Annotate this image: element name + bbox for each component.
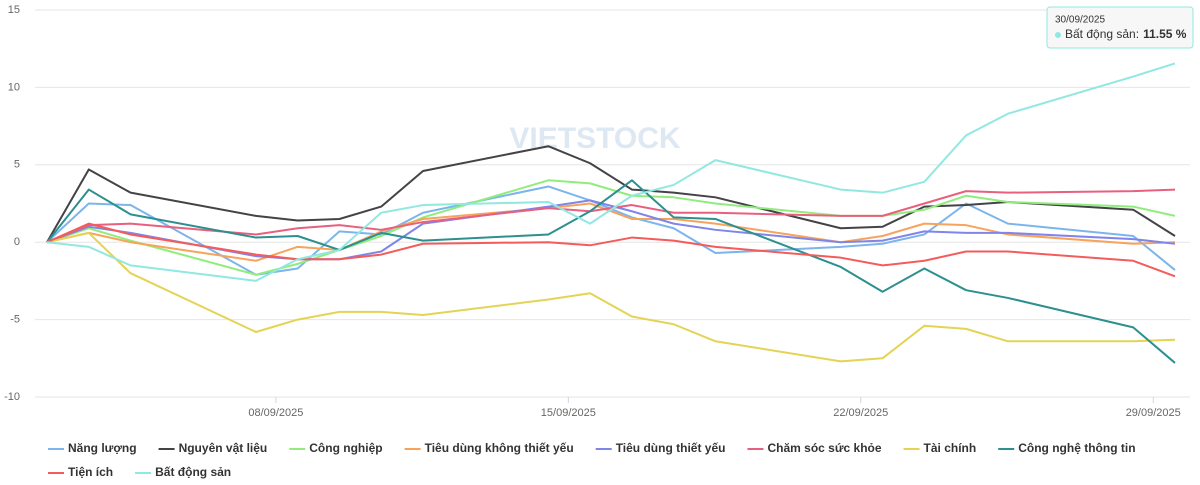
y-tick-label: 5 bbox=[14, 159, 20, 171]
x-tick-label: 15/09/2025 bbox=[541, 407, 596, 419]
legend-label: Tiêu dùng thiết yếu bbox=[616, 441, 726, 455]
legend-item[interactable]: Tiêu dùng thiết yếu bbox=[595, 441, 726, 455]
series-line bbox=[46, 145, 1176, 243]
legend-item[interactable]: Tài chính bbox=[903, 441, 977, 455]
x-tick-label: 22/09/2025 bbox=[833, 407, 888, 419]
legend-label: Tài chính bbox=[924, 441, 977, 455]
y-tick-label: -5 bbox=[10, 314, 20, 326]
y-tick-label: 15 bbox=[8, 4, 20, 16]
series-line bbox=[46, 202, 1176, 262]
tooltip-title: 30/09/2025 bbox=[1055, 15, 1105, 26]
legend-label: Công nghiệp bbox=[309, 441, 382, 455]
series-line bbox=[46, 179, 1176, 276]
series-line bbox=[46, 222, 1176, 278]
watermark: VIETSTOCK bbox=[509, 122, 680, 155]
legend-item[interactable]: Công nghệ thông tin bbox=[998, 441, 1136, 455]
legend-item[interactable]: Nguyên vật liệu bbox=[158, 441, 268, 455]
tooltip-value: 11.55 % bbox=[1143, 27, 1187, 41]
legend-label: Nguyên vật liệu bbox=[179, 441, 268, 455]
series-line bbox=[46, 179, 1176, 364]
y-tick-label: 10 bbox=[8, 81, 20, 93]
series-line bbox=[46, 188, 1176, 244]
y-tick-label: 0 bbox=[14, 236, 20, 248]
legend-label: Năng lượng bbox=[68, 441, 137, 455]
x-tick-label: 08/09/2025 bbox=[248, 407, 303, 419]
series-line bbox=[46, 199, 1176, 261]
tooltip: 30/09/2025 Bất động sản: 11.55 % bbox=[1046, 6, 1194, 49]
legend-label: Chăm sóc sức khỏe bbox=[767, 441, 881, 455]
legend-label: Tiện ích bbox=[68, 465, 113, 479]
series-line bbox=[46, 62, 1176, 282]
series-line bbox=[46, 231, 1176, 363]
legend-item[interactable]: Bất động sản bbox=[135, 465, 231, 479]
x-tick-label: 29/09/2025 bbox=[1126, 407, 1181, 419]
tooltip-dot bbox=[1055, 32, 1061, 38]
legend-label: Công nghệ thông tin bbox=[1018, 441, 1135, 455]
tooltip-box bbox=[1046, 6, 1194, 49]
legend-item[interactable]: Tiện ích bbox=[48, 465, 113, 479]
legend-item[interactable]: Năng lượng bbox=[48, 441, 137, 455]
legend-item[interactable]: Công nghiệp bbox=[289, 441, 383, 455]
legend-item[interactable]: Chăm sóc sức khỏe bbox=[747, 441, 882, 455]
legend-label: Bất động sản bbox=[155, 465, 231, 479]
legend-label: Tiêu dùng không thiết yếu bbox=[425, 441, 574, 455]
legend-item[interactable]: Tiêu dùng không thiết yếu bbox=[404, 441, 574, 455]
y-tick-label: -10 bbox=[4, 391, 20, 403]
tooltip-label: Bất động sản: bbox=[1065, 27, 1139, 41]
